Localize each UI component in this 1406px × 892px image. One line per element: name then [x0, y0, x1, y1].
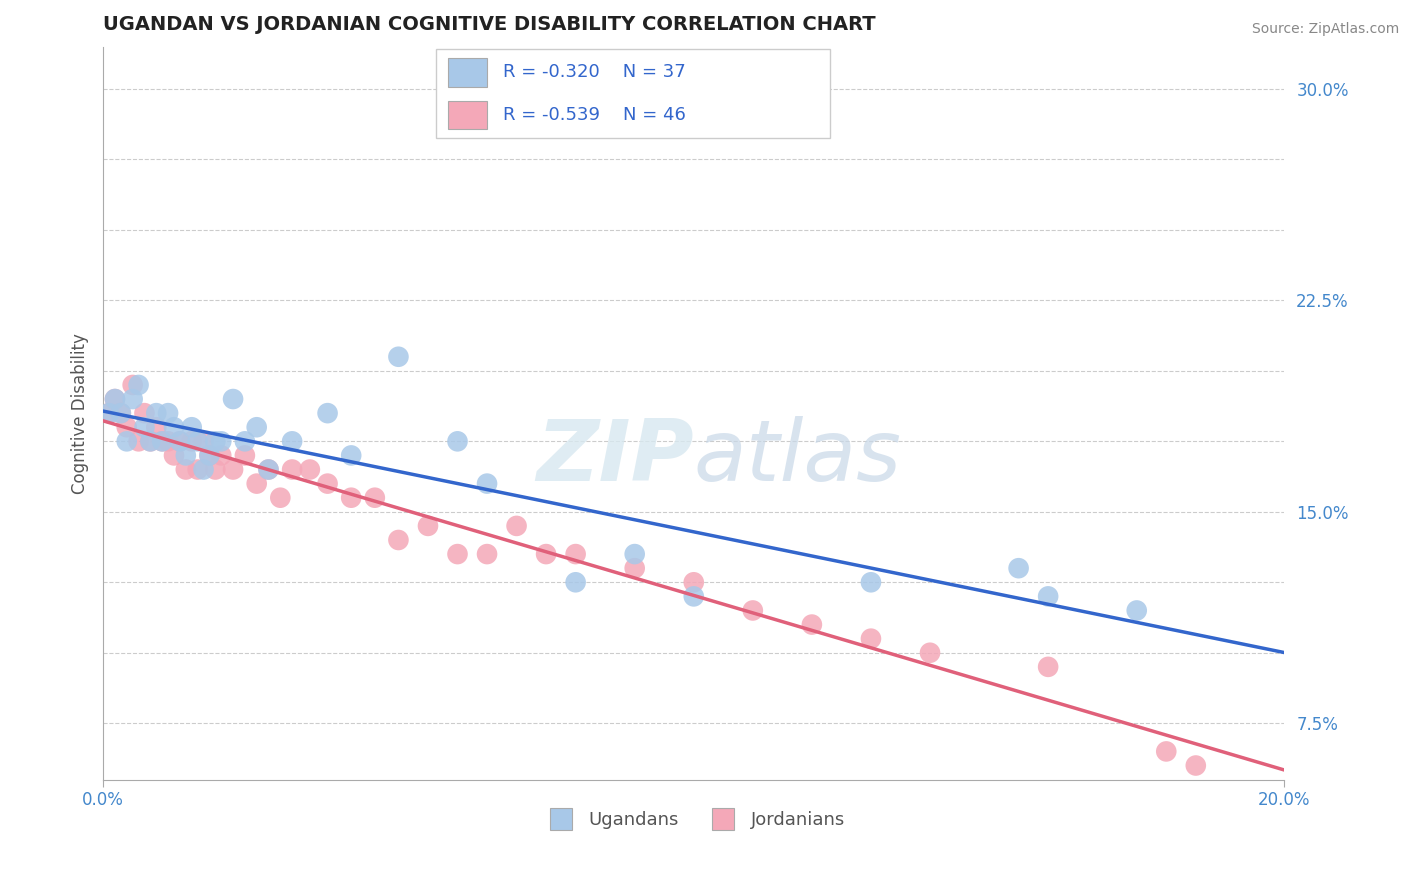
Point	[316, 406, 339, 420]
Point	[98, 406, 121, 420]
Point	[623, 547, 645, 561]
Point	[505, 519, 527, 533]
Point	[233, 449, 256, 463]
Point	[98, 406, 121, 420]
Text: R = -0.539    N = 46: R = -0.539 N = 46	[503, 106, 686, 124]
Point	[193, 462, 215, 476]
Point	[187, 434, 209, 449]
Point	[387, 533, 409, 547]
Point	[1036, 590, 1059, 604]
Point	[1007, 561, 1029, 575]
Bar	[447, 101, 486, 129]
Point	[1125, 603, 1147, 617]
Bar	[447, 58, 486, 87]
Point	[150, 434, 173, 449]
Point	[157, 434, 180, 449]
Point	[150, 434, 173, 449]
Point	[475, 547, 498, 561]
Point	[104, 392, 127, 406]
Point	[115, 420, 138, 434]
Point	[246, 476, 269, 491]
Point	[257, 462, 280, 476]
Point	[416, 519, 439, 533]
Point	[340, 449, 363, 463]
Point	[222, 462, 245, 476]
Point	[246, 420, 269, 434]
Point	[128, 378, 150, 392]
Point	[364, 491, 387, 505]
Point	[128, 434, 150, 449]
Point	[534, 547, 557, 561]
Point	[281, 434, 304, 449]
Point	[209, 434, 232, 449]
Point	[134, 420, 156, 434]
Y-axis label: Cognitive Disability: Cognitive Disability	[72, 333, 89, 493]
Point	[198, 449, 221, 463]
Point	[623, 561, 645, 575]
Point	[316, 476, 339, 491]
Text: atlas: atlas	[693, 416, 901, 499]
Point	[1036, 660, 1059, 674]
Point	[222, 392, 245, 406]
Point	[257, 462, 280, 476]
Point	[115, 434, 138, 449]
Point	[180, 434, 202, 449]
Point	[281, 462, 304, 476]
Point	[269, 491, 291, 505]
Point	[169, 434, 191, 449]
Point	[110, 406, 132, 420]
Point	[298, 462, 321, 476]
Point	[174, 462, 197, 476]
Text: UGANDAN VS JORDANIAN COGNITIVE DISABILITY CORRELATION CHART: UGANDAN VS JORDANIAN COGNITIVE DISABILIT…	[103, 15, 876, 34]
Point	[204, 462, 226, 476]
Text: Source: ZipAtlas.com: Source: ZipAtlas.com	[1251, 22, 1399, 37]
Legend: Ugandans, Jordanians: Ugandans, Jordanians	[536, 804, 852, 837]
FancyBboxPatch shape	[436, 49, 830, 138]
Point	[741, 603, 763, 617]
Point	[682, 575, 704, 590]
Point	[1184, 758, 1206, 772]
Point	[564, 575, 586, 590]
Point	[446, 434, 468, 449]
Point	[859, 632, 882, 646]
Point	[193, 434, 215, 449]
Point	[1154, 744, 1177, 758]
Point	[198, 449, 221, 463]
Point	[145, 420, 167, 434]
Point	[157, 406, 180, 420]
Point	[104, 392, 127, 406]
Point	[918, 646, 941, 660]
Point	[163, 420, 186, 434]
Point	[204, 434, 226, 449]
Point	[682, 590, 704, 604]
Point	[340, 491, 363, 505]
Point	[800, 617, 823, 632]
Point	[446, 547, 468, 561]
Point	[121, 392, 143, 406]
Point	[209, 449, 232, 463]
Point	[163, 449, 186, 463]
Point	[139, 434, 162, 449]
Point	[180, 420, 202, 434]
Point	[564, 547, 586, 561]
Point	[110, 406, 132, 420]
Point	[121, 378, 143, 392]
Point	[859, 575, 882, 590]
Point	[145, 406, 167, 420]
Point	[233, 434, 256, 449]
Point	[174, 449, 197, 463]
Point	[169, 434, 191, 449]
Point	[387, 350, 409, 364]
Text: ZIP: ZIP	[536, 416, 693, 499]
Point	[187, 462, 209, 476]
Text: R = -0.320    N = 37: R = -0.320 N = 37	[503, 63, 686, 81]
Point	[139, 434, 162, 449]
Point	[134, 406, 156, 420]
Point	[475, 476, 498, 491]
